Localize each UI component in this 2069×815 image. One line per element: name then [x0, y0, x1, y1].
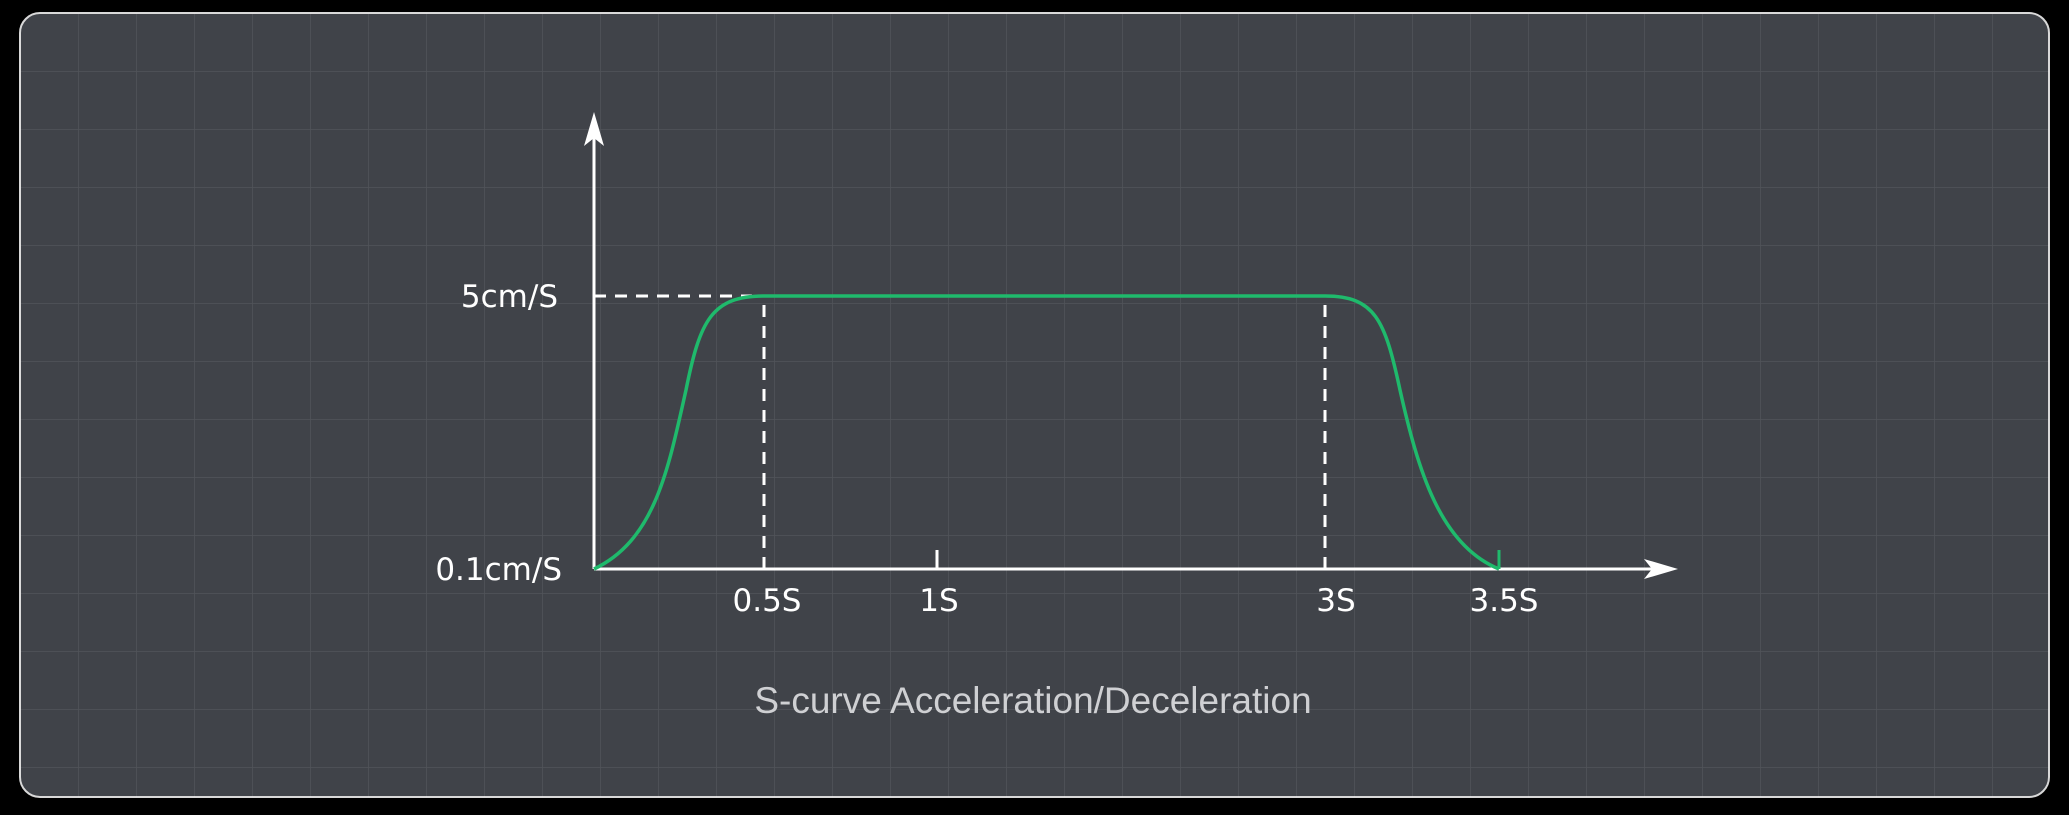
x-label: 3S — [1316, 583, 1355, 619]
y-label: 5cm/S — [461, 279, 558, 315]
x-axis-arrow — [1644, 559, 1678, 579]
x-label: 0.5S — [733, 583, 802, 619]
title: S-curve Acceleration/Deceleration — [754, 680, 1311, 721]
y-label: 0.1cm/S — [435, 552, 562, 588]
s-curve — [593, 294, 1500, 571]
grid — [20, 13, 2049, 797]
x-label: 3.5S — [1470, 583, 1539, 619]
x-label: 1S — [919, 583, 958, 619]
y-axis-arrow — [584, 112, 604, 146]
